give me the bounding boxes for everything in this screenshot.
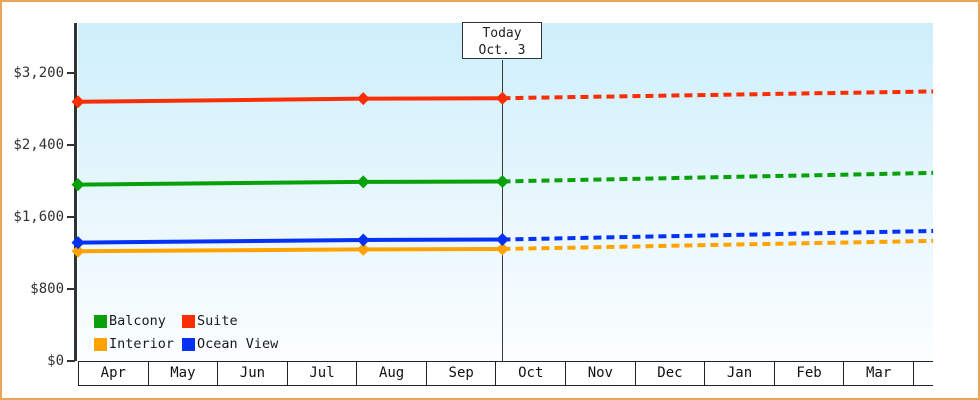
today-flag-line2: Oct. 3 — [478, 43, 526, 58]
legend: Balcony Suite Interior Ocean View — [94, 313, 278, 352]
legend-swatch-icon — [182, 314, 195, 328]
month-cell-feb: Feb — [774, 362, 845, 385]
y-axis-tick-label: $0 — [47, 353, 64, 369]
y-axis-tick — [67, 144, 75, 146]
legend-label: Balcony — [109, 313, 166, 329]
y-axis-tick — [67, 216, 75, 218]
y-axis-tick — [67, 360, 75, 362]
month-cell-dec: Dec — [635, 362, 706, 385]
month-cell-jan: Jan — [705, 362, 775, 385]
y-axis-tick-label: $800 — [30, 281, 64, 297]
legend-label: Ocean View — [197, 336, 279, 352]
month-cell-empty — [913, 362, 933, 385]
legend-swatch-icon — [94, 337, 107, 351]
month-cell-may: May — [148, 362, 219, 385]
y-axis-tick-label: $1,600 — [13, 209, 64, 225]
plot-area — [78, 23, 933, 361]
y-axis-tick-label: $3,200 — [13, 65, 64, 81]
month-cell-jun: Jun — [218, 362, 288, 385]
month-cell-aug: Aug — [357, 362, 427, 385]
legend-label: Interior — [109, 336, 175, 352]
today-flag-line1: Today — [482, 26, 522, 41]
legend-item-suite: Suite — [182, 313, 278, 329]
y-axis-line — [74, 23, 77, 361]
today-vertical-line — [502, 60, 503, 361]
today-flag: Today Oct. 3 — [462, 22, 542, 59]
month-cell-sep: Sep — [426, 362, 497, 385]
legend-swatch-icon — [94, 314, 107, 328]
x-axis-month-band: Apr May Jun Jul Aug Sep Oct Nov Dec Jan Feb Mar — [78, 361, 933, 386]
legend-item-balcony: Balcony — [94, 313, 182, 329]
month-cell-oct: Oct — [496, 362, 567, 385]
month-cell-jul: Jul — [287, 362, 358, 385]
y-axis-tick — [67, 72, 75, 74]
legend-swatch-icon — [182, 337, 195, 351]
month-cell-nov: Nov — [566, 362, 636, 385]
legend-item-interior: Interior — [94, 336, 182, 352]
month-cell-mar: Mar — [844, 362, 914, 385]
month-cell-apr: Apr — [79, 362, 149, 385]
y-axis-tick — [67, 288, 75, 290]
y-axis-tick-label: $2,400 — [13, 137, 64, 153]
legend-item-ocean-view: Ocean View — [182, 336, 278, 352]
legend-label: Suite — [197, 313, 238, 329]
